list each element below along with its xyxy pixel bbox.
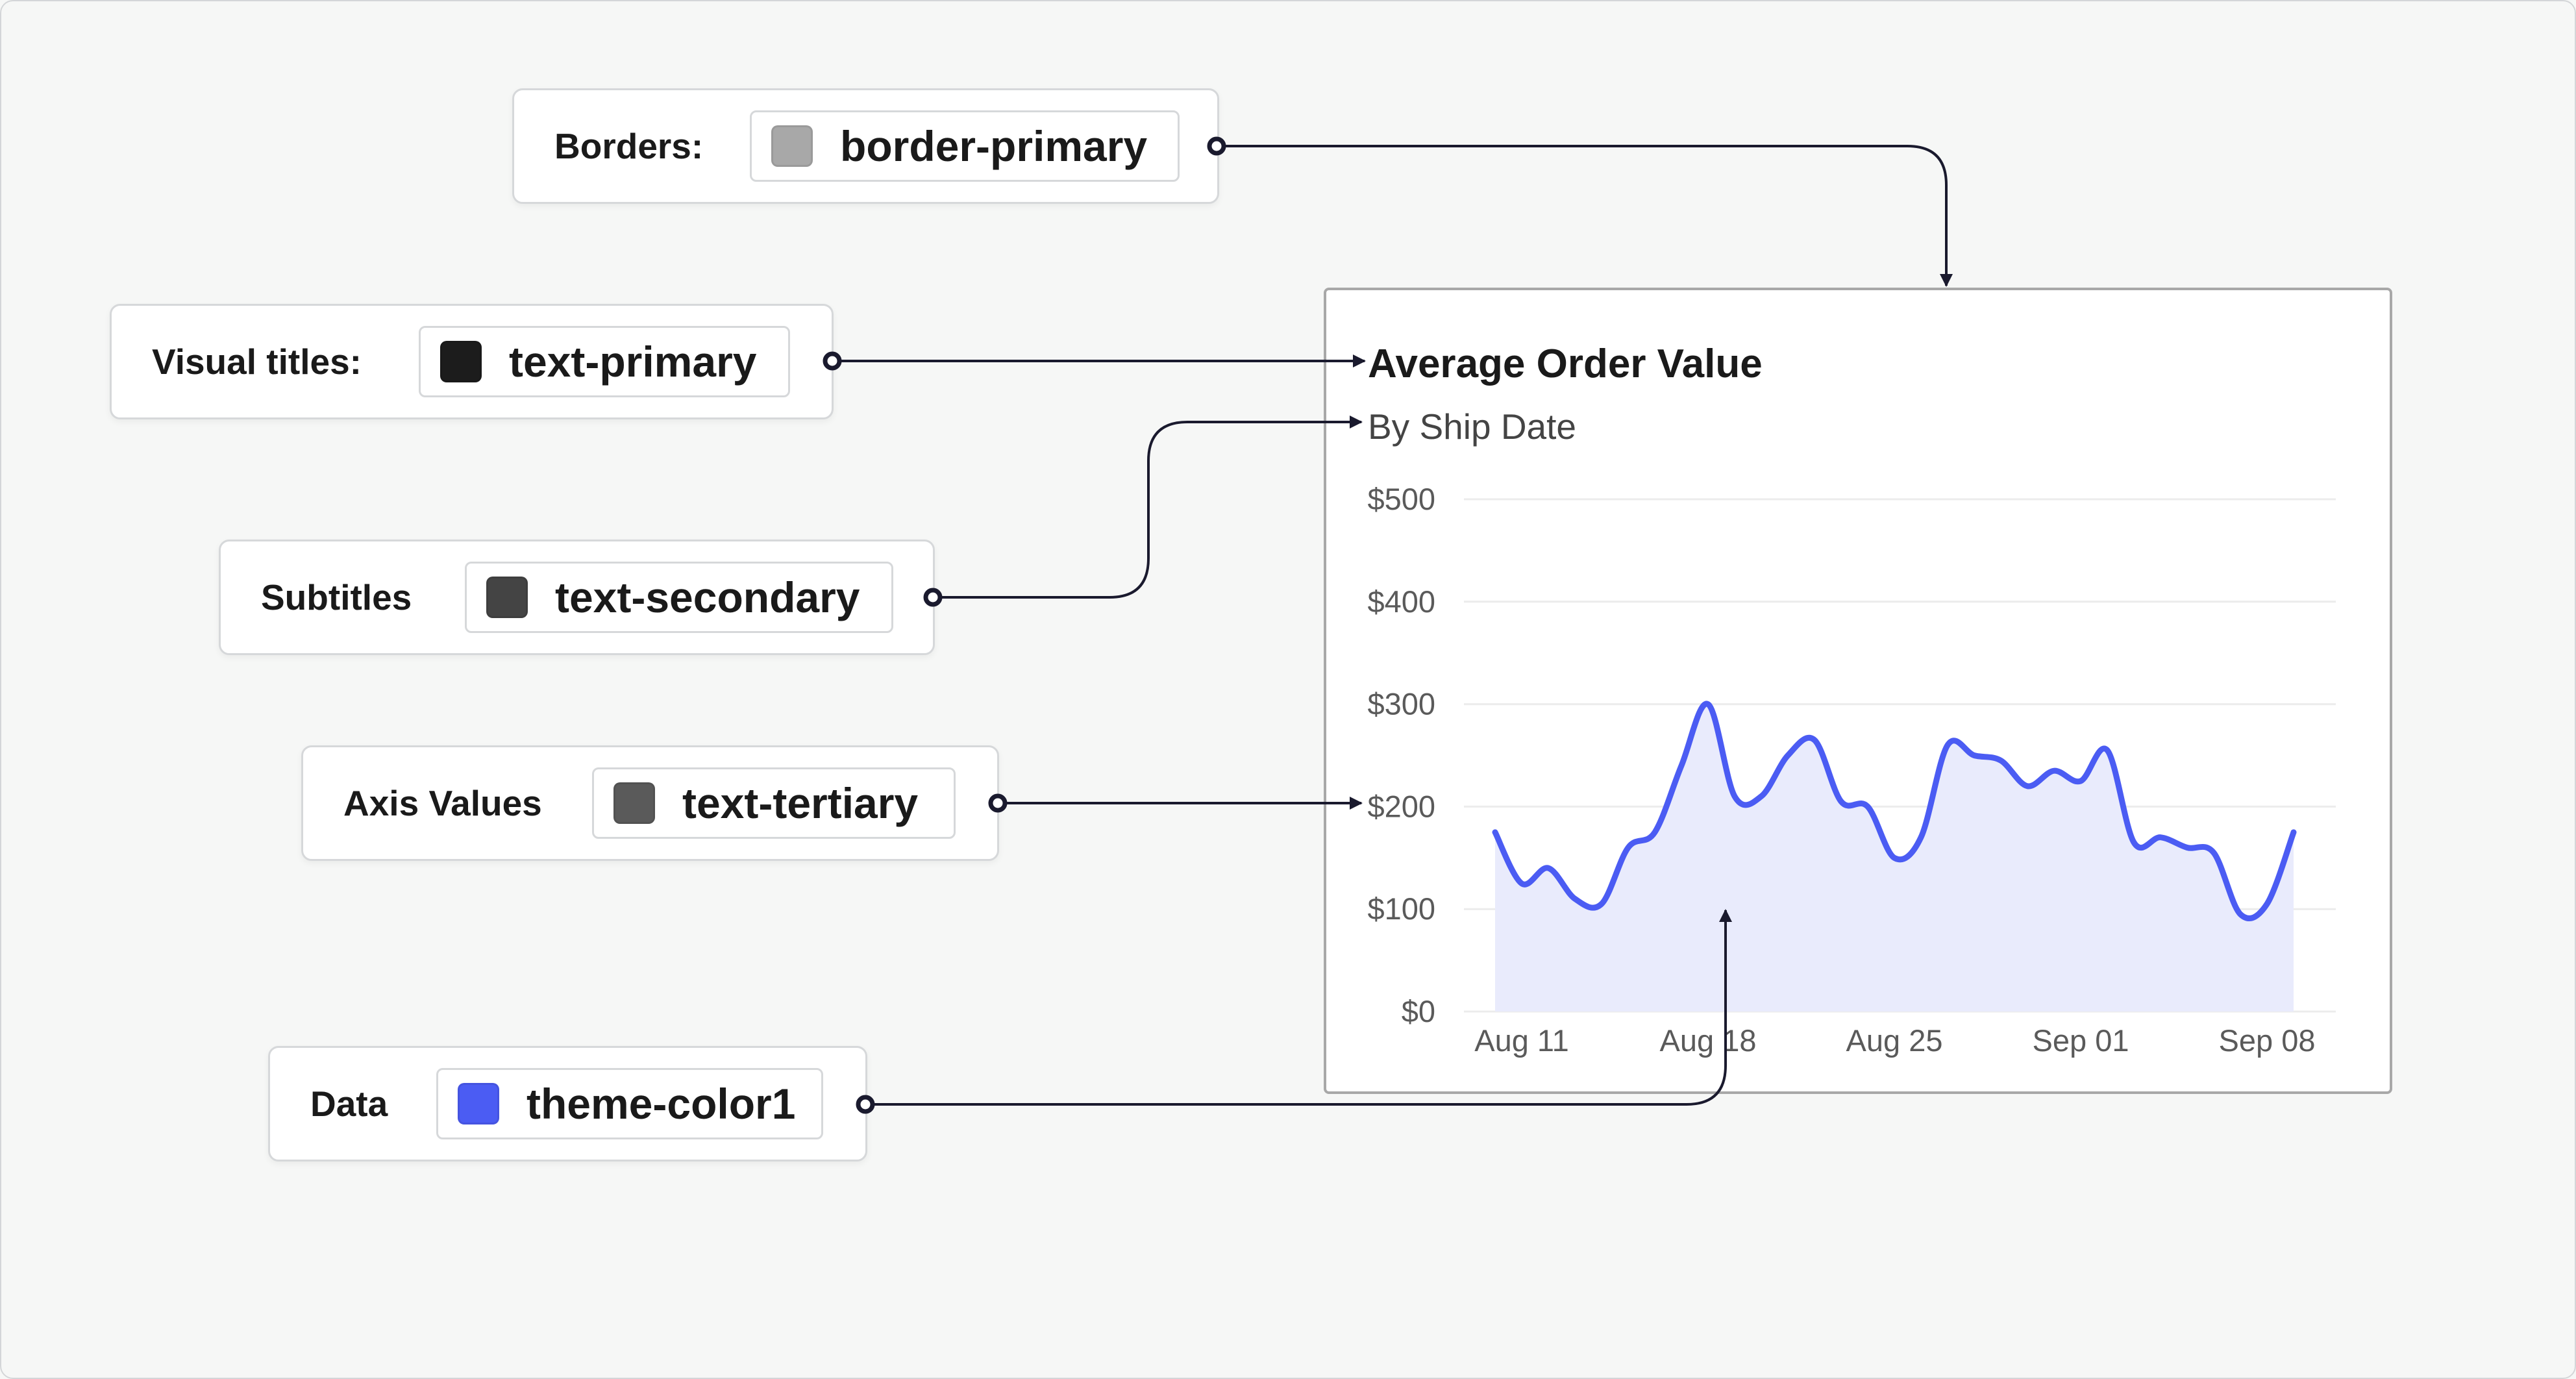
mapping-label: Axis Values: [343, 783, 542, 823]
token-name: text-primary: [509, 338, 757, 386]
x-tick-label: Sep 08: [2219, 1023, 2316, 1058]
token-pill: border-primary: [750, 110, 1180, 182]
chart-card: $0 $100 $200 $300 $400 $500 Aug 11 Aug 18 Aug 25…: [1324, 288, 2392, 1094]
token-name: text-secondary: [555, 573, 860, 621]
color-swatch: [458, 1083, 499, 1124]
series-line: [1492, 701, 2297, 921]
border-mapping-card: Borders: border-primary: [512, 88, 1219, 204]
token-name: text-tertiary: [682, 779, 919, 827]
color-swatch: [613, 782, 655, 824]
token-name: theme-color1: [526, 1080, 796, 1128]
y-tick-label: $400: [1367, 584, 1435, 619]
mapping-label: Borders:: [554, 126, 704, 166]
color-swatch: [440, 341, 482, 382]
mapping-label: Data: [310, 1084, 388, 1124]
mapping-label: Subtitles: [261, 577, 412, 617]
x-tick-label: Aug 25: [1846, 1023, 1943, 1058]
y-tick-label: $100: [1367, 891, 1435, 926]
title-mapping-card: Visual titles: text-primary: [110, 304, 834, 419]
mapping-label: Visual titles:: [152, 342, 362, 382]
x-tick-label: Aug 11: [1474, 1023, 1568, 1058]
data-mapping-card: Data theme-color1: [268, 1046, 867, 1162]
token-pill: theme-color1: [436, 1068, 823, 1139]
border-connector: [1217, 145, 1953, 287]
token-pill: text-tertiary: [592, 767, 956, 839]
y-tick-label: $300: [1367, 687, 1435, 721]
y-tick-label: $500: [1367, 482, 1435, 516]
chart-title: Average Order Value: [1368, 342, 1763, 386]
color-swatch: [486, 577, 528, 618]
y-tick-label: $200: [1367, 789, 1435, 823]
chart-subtitle: By Ship Date: [1368, 406, 1577, 447]
x-tick-label: Sep 01: [2033, 1023, 2129, 1058]
y-tick-label: $0: [1402, 994, 1435, 1028]
axis-values-mapping-card: Axis Values text-tertiary: [301, 745, 999, 861]
subtitle-mapping-card: Subtitles text-secondary: [219, 540, 935, 655]
token-pill: text-primary: [419, 326, 790, 397]
subtitle-connector: [933, 416, 1363, 599]
color-swatch: [771, 125, 813, 167]
x-tick-label: Aug 18: [1660, 1023, 1757, 1058]
token-name: border-primary: [840, 122, 1148, 170]
token-pill: text-secondary: [465, 562, 893, 633]
